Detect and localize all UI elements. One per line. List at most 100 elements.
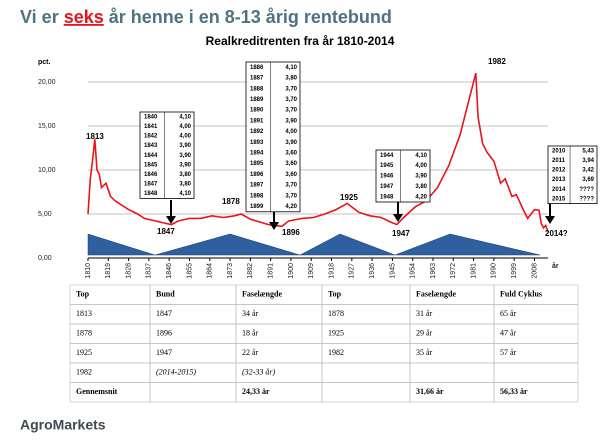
- box-year: 1895: [250, 161, 264, 167]
- table-header: Top: [76, 290, 90, 299]
- table-cell-text: (2014-2015): [156, 368, 196, 377]
- box-year: 1894: [250, 151, 264, 157]
- x-tick-label: 1927: [349, 263, 356, 279]
- table-cell-text: 29 år: [416, 329, 433, 338]
- x-tick-label: 1936: [369, 263, 376, 279]
- box-year: 1846: [144, 172, 158, 178]
- x-tick-label: 1972: [450, 263, 457, 279]
- box-year: 2010: [552, 148, 566, 154]
- y-axis-label: pct.: [38, 59, 51, 66]
- table-cell-text: 1982: [76, 368, 92, 377]
- x-tick-label: 1819: [105, 263, 112, 279]
- box-value: 3,69: [582, 177, 594, 183]
- x-tick-label: 1873: [227, 263, 234, 279]
- table-cell-text: 1982: [328, 348, 344, 357]
- data-line: [87, 73, 549, 232]
- annotation: 1947: [392, 229, 410, 238]
- table-cell-text: 1947: [156, 348, 172, 357]
- table-header: Fuld Cyklus: [500, 290, 542, 299]
- table-cell-text: 35 år: [416, 348, 433, 357]
- box-value: 3,70: [285, 193, 297, 199]
- y-tick-label: 5,00: [38, 211, 52, 218]
- y-tick-label: 20,00: [38, 79, 56, 86]
- box-year: 1890: [250, 108, 264, 114]
- x-tick-label: 1918: [328, 263, 335, 279]
- box-value: 3,90: [179, 143, 191, 149]
- box-year: 2013: [552, 177, 566, 183]
- box-year: 1844: [144, 153, 158, 159]
- box-year: 1886: [250, 65, 264, 71]
- table-header: Bund: [156, 290, 175, 299]
- x-tick-label: 1945: [389, 263, 396, 279]
- box-year: 1947: [380, 184, 394, 190]
- table-cell-text: 1878: [76, 329, 92, 338]
- box-year: 1848: [144, 191, 158, 197]
- table-cell-text: 1896: [156, 329, 172, 338]
- arrow-head: [393, 214, 403, 222]
- box-value: 4,10: [285, 65, 297, 71]
- table-cell-text: 57 år: [500, 348, 517, 357]
- x-tick-label: 1963: [430, 263, 437, 279]
- table-cell-text: 65 år: [500, 309, 517, 318]
- value-box: [375, 149, 431, 203]
- table-cell-text: 18 år: [242, 329, 259, 338]
- x-tick-label: 1954: [410, 263, 417, 279]
- value-box: [245, 61, 301, 213]
- table-cell-text: 1847: [156, 309, 172, 318]
- title-emphasis: seks: [64, 7, 104, 27]
- box-year: 1899: [250, 204, 264, 210]
- box-year: 1888: [250, 86, 264, 92]
- box-year: 2012: [552, 168, 566, 174]
- x-tick-label: 1828: [125, 263, 132, 279]
- annotation: 1982: [488, 57, 506, 66]
- box-year: 1896: [250, 172, 264, 178]
- box-value: 4,00: [415, 163, 427, 169]
- box-year: 1843: [144, 143, 158, 149]
- x-tick-label: 1909: [308, 263, 315, 279]
- arrow-head: [166, 216, 176, 224]
- box-value: 5,43: [582, 148, 594, 154]
- box-value: 3,70: [285, 86, 297, 92]
- x-axis-label: år: [552, 262, 559, 270]
- value-box: [547, 145, 598, 204]
- box-year: 2011: [552, 158, 566, 164]
- x-tick-label: 1855: [186, 263, 193, 279]
- box-value: 3,70: [285, 108, 297, 114]
- annotation: 1878: [222, 197, 240, 206]
- table-cell-text: 56,33 år: [500, 387, 528, 396]
- box-year: 1845: [144, 162, 158, 168]
- table-cell-text: 24,33 år: [242, 387, 270, 396]
- box-year: 1945: [380, 163, 394, 169]
- x-tick-label: 1846: [166, 263, 173, 279]
- cycle-wave: [87, 233, 541, 256]
- box-year: 1891: [250, 118, 264, 124]
- x-tick-label: 1891: [267, 263, 274, 279]
- box-value: 3,94: [582, 158, 594, 164]
- arrow-head: [269, 222, 279, 230]
- annotation: 1847: [157, 227, 175, 236]
- box-value: ????: [579, 196, 594, 202]
- box-value: 3,60: [285, 151, 297, 157]
- box-value: 3,90: [415, 174, 427, 180]
- box-value: 3,70: [285, 183, 297, 189]
- box-value: 3,42: [582, 168, 594, 174]
- x-tick-label: 1837: [146, 263, 153, 279]
- box-value: 3,70: [285, 97, 297, 103]
- table-cell-text: 31 år: [416, 309, 433, 318]
- table-header: Faselængde: [416, 290, 456, 299]
- table-cell-text: (32-33 år): [242, 368, 275, 377]
- box-year: 1893: [250, 140, 264, 146]
- x-tick-label: 1810: [85, 263, 92, 279]
- y-tick-label: 0,00: [38, 255, 52, 262]
- y-tick-label: 10,00: [38, 167, 56, 174]
- value-box: [139, 111, 195, 199]
- box-year: 1946: [380, 174, 394, 180]
- arrow-head: [545, 216, 555, 224]
- table-cell-text: 47 år: [500, 329, 517, 338]
- box-year: 1840: [144, 114, 158, 120]
- box-year: 2014: [552, 187, 566, 193]
- table-cell-text: 22 år: [242, 348, 259, 357]
- box-year: 2015: [552, 196, 566, 202]
